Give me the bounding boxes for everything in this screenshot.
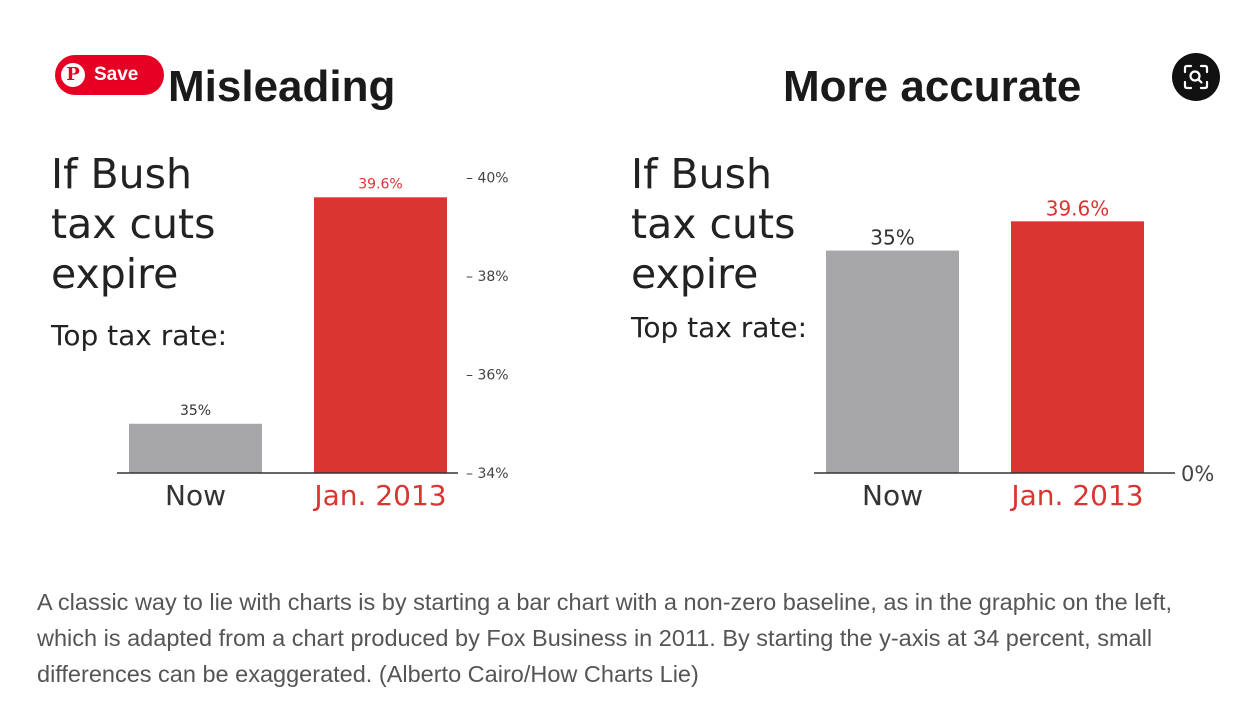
bar — [314, 197, 447, 474]
chart-heading-line: expire — [631, 250, 758, 298]
y-tick-label: – 38% — [466, 269, 509, 285]
chart-heading-line: expire — [51, 250, 178, 298]
pinterest-logo-icon: P — [61, 63, 85, 87]
category-label: Jan. 2013 — [1009, 479, 1143, 512]
chart-subtitle: Top tax rate: — [50, 319, 227, 352]
y-tick-label: – 34% — [466, 466, 509, 482]
bar-value-label: 35% — [180, 403, 211, 419]
y-tick-label: – 36% — [466, 368, 509, 384]
visual-search-icon — [1183, 64, 1209, 90]
chart-heading-line: tax cuts — [51, 200, 215, 248]
chart-heading-line: tax cuts — [631, 200, 795, 248]
bar-value-label: 39.6% — [1046, 196, 1110, 220]
category-label: Now — [165, 479, 226, 512]
pinterest-save-button[interactable]: P Save — [55, 55, 164, 95]
bar — [1011, 221, 1144, 473]
chart-heading-line: If Bush — [631, 150, 772, 198]
bar — [826, 250, 959, 473]
panel-title-misleading: Misleading — [168, 62, 396, 111]
y-tick-label: 0% — [1181, 462, 1214, 486]
save-button-label: Save — [94, 64, 139, 85]
y-tick-label: – 40% — [466, 171, 509, 187]
bar — [129, 423, 262, 473]
panel-title-more-accurate: More accurate — [783, 62, 1082, 111]
chart-heading-line: If Bush — [51, 150, 192, 198]
bar-value-label: 35% — [870, 226, 914, 250]
bar-value-label: 39.6% — [358, 176, 402, 192]
figure-caption: A classic way to lie with charts is by s… — [37, 589, 1173, 687]
visual-search-button[interactable] — [1172, 53, 1220, 101]
chart-subtitle: Top tax rate: — [630, 311, 807, 344]
category-label: Now — [862, 479, 923, 512]
category-label: Jan. 2013 — [312, 479, 446, 512]
